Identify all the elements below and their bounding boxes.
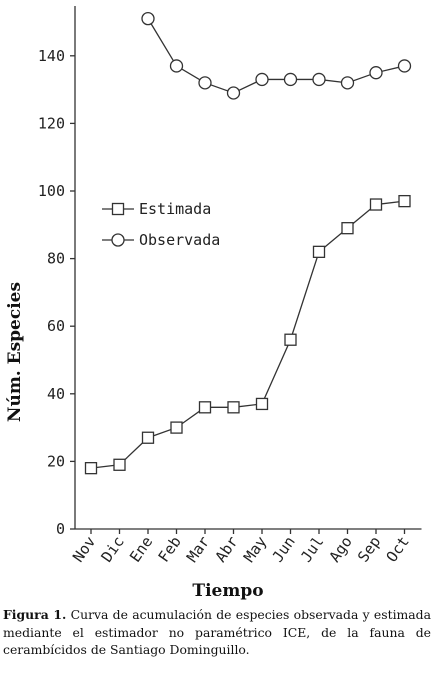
data-point-circle [340, 76, 355, 90]
data-point-circle [169, 59, 184, 73]
x-tick-label: Ene [126, 533, 156, 566]
data-point-square [141, 431, 155, 444]
y-tick-label: 80 [47, 250, 65, 268]
data-point-square [284, 333, 297, 346]
legend-square-marker [111, 202, 125, 216]
figure-caption: Figura 1. Curva de acumulación de especi… [3, 606, 431, 659]
y-axis-title: Núm. Especies [5, 282, 25, 422]
y-tick-label: 60 [47, 317, 65, 335]
series-layer [84, 11, 412, 475]
x-tick-label: Abr [211, 533, 241, 566]
y-tick-label: 40 [47, 385, 65, 403]
y-tick-label: 0 [56, 520, 65, 538]
data-point-circle [369, 66, 383, 80]
data-point-circle [255, 72, 269, 87]
x-tick-label: May [240, 533, 270, 566]
x-axis-title: Tiempo [192, 581, 263, 600]
data-point-square [341, 222, 354, 235]
data-point-square [170, 421, 183, 434]
data-point-square [198, 401, 212, 414]
series-estimada [84, 194, 411, 475]
x-tick-label: Dic [97, 533, 127, 566]
data-point-circle [226, 86, 241, 100]
data-point-circle [397, 59, 412, 73]
x-tick-label: Sep [354, 533, 384, 566]
data-point-square [255, 397, 269, 411]
data-point-circle [312, 72, 326, 87]
legend: Estimada Observada [102, 200, 220, 249]
y-tick-label: 20 [47, 452, 65, 470]
legend-circle-marker [111, 233, 125, 247]
figure-caption-text: Curva de acumulación de especies observa… [3, 607, 431, 657]
x-tick-label: Oct [382, 533, 412, 566]
data-point-circle [198, 76, 212, 90]
data-point-square [113, 458, 126, 471]
species-accumulation-chart: 0 20 40 60 80 100 120 140 NovDicEneFebMarAbrMay… [5, 6, 422, 600]
figure-caption-label: Figura 1. [3, 607, 67, 622]
x-tick-label: Feb [154, 533, 184, 566]
data-point-square [398, 194, 411, 208]
data-point-square [369, 198, 383, 211]
legend-label: Observada [139, 231, 220, 249]
x-tick-label: Ago [325, 533, 355, 566]
legend-label: Estimada [139, 200, 211, 218]
x-tick-label: Nov [69, 533, 99, 566]
data-point-circle [283, 72, 298, 87]
legend-item-observada: Observada [102, 231, 220, 249]
x-tick-label: Jul [297, 533, 327, 566]
data-point-square [84, 462, 98, 475]
data-point-square [312, 245, 326, 258]
series-line [147, 18, 405, 94]
y-tick-label: 140 [38, 47, 65, 65]
y-axis: 0 20 40 60 80 100 120 140 [38, 6, 76, 538]
y-tick-label: 100 [38, 182, 65, 200]
x-tick-label: Jun [268, 533, 298, 566]
data-point-square [227, 401, 240, 414]
data-point-circle [141, 11, 155, 26]
legend-item-estimada: Estimada [102, 200, 211, 218]
x-tick-label: Mar [183, 533, 213, 566]
series-observada [141, 11, 412, 100]
y-tick-label: 120 [38, 114, 65, 132]
